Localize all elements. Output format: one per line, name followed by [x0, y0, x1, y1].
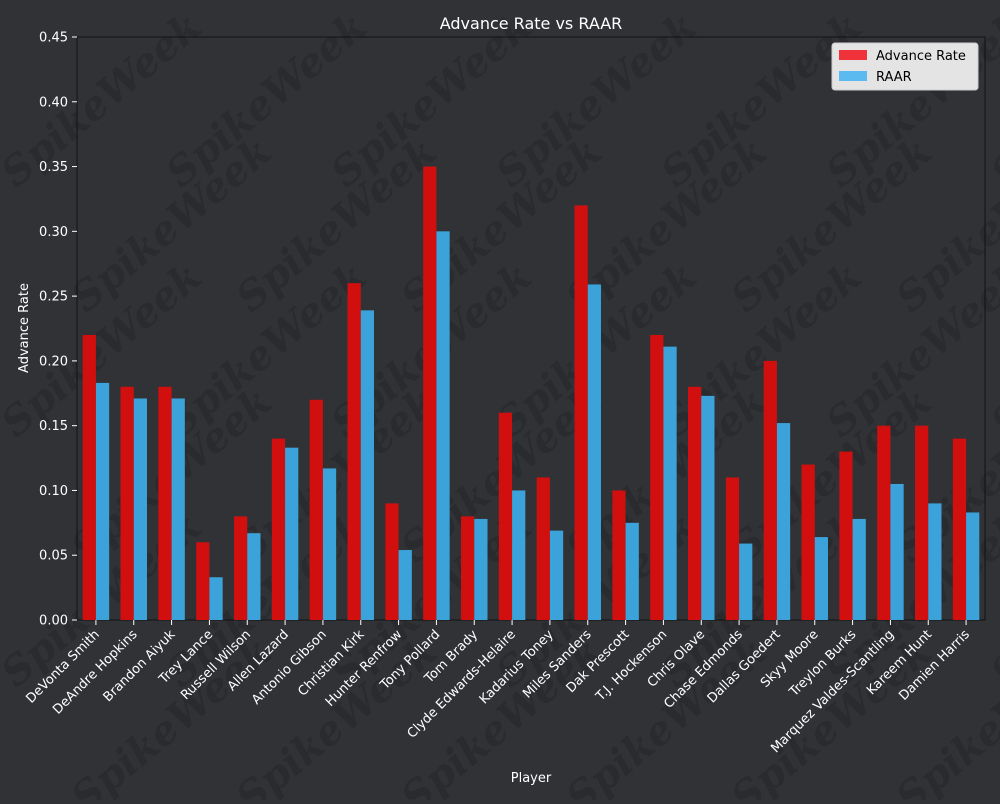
- bar-raar-kareem-hunt: [928, 503, 942, 620]
- plot-area: [76, 36, 986, 621]
- bar-advance-rate-chris-olave: [688, 386, 702, 620]
- bar-raar-t-j-hockenson: [663, 346, 677, 620]
- y-axis: 0.00 0.05 0.10 0.15 0.20 0.25 0.30 0.35 0.40 0.45: [39, 31, 77, 629]
- legend-swatch-raar: [839, 71, 867, 81]
- bar-raar-dak-prescott: [625, 522, 639, 620]
- bar-raar-brandon-aiyuk: [171, 398, 185, 620]
- bar-raar-chase-edmonds: [739, 543, 753, 620]
- bar-advance-rate-skyy-moore: [801, 464, 815, 620]
- y-tick-label: 0.35: [39, 160, 68, 175]
- bar-advance-rate-t-j-hockenson: [650, 334, 664, 620]
- y-tick-label: 0.20: [39, 354, 68, 369]
- bar-advance-rate-brandon-aiyuk: [158, 386, 172, 620]
- bar-advance-rate-treylon-burks: [839, 451, 853, 620]
- bar-advance-rate-russell-wilson: [234, 516, 248, 620]
- bar-advance-rate-tom-brady: [461, 516, 475, 620]
- bar-raar-tom-brady: [474, 518, 488, 620]
- bar-raar-treylon-burks: [852, 518, 866, 620]
- y-tick-label: 0.10: [39, 484, 68, 499]
- bar-raar-marquez-valdes-scantling: [890, 483, 904, 620]
- bar-advance-rate-marquez-valdes-scantling: [877, 425, 891, 620]
- x-axis-label: Player: [511, 771, 552, 786]
- y-tick-label: 0.05: [39, 549, 68, 564]
- bar-raar-allen-lazard: [285, 447, 299, 620]
- bar-raar-tony-pollard: [436, 231, 450, 621]
- bars-layer: [82, 166, 980, 621]
- bar-raar-deandre-hopkins: [133, 398, 147, 620]
- bar-raar-miles-sanders: [587, 284, 601, 620]
- bar-raar-kadarius-toney: [549, 530, 564, 620]
- y-tick-label: 0.25: [39, 290, 68, 305]
- bar-raar-russell-wilson: [247, 533, 261, 620]
- bar-advance-rate-damien-harris: [952, 438, 967, 620]
- bar-raar-christian-kirk: [360, 310, 374, 620]
- bar-advance-rate-kareem-hunt: [915, 425, 929, 620]
- y-tick-label: 0.00: [39, 614, 68, 629]
- bar-raar-hunter-renfrow: [398, 550, 412, 620]
- bar-raar-chris-olave: [701, 395, 715, 620]
- y-tick-label: 0.30: [39, 225, 68, 240]
- bar-advance-rate-miles-sanders: [574, 205, 588, 620]
- bar-raar-dallas-goedert: [776, 423, 791, 620]
- chart-title: Advance Rate vs RAAR: [440, 14, 623, 33]
- bar-raar-antonio-gibson: [322, 468, 337, 620]
- bar-advance-rate-deandre-hopkins: [120, 386, 134, 620]
- y-tick-label: 0.15: [39, 419, 68, 434]
- legend-label-advance-rate: Advance Rate: [876, 49, 966, 64]
- y-tick-label: 0.45: [39, 31, 68, 46]
- bar-raar-damien-harris: [966, 512, 980, 620]
- legend: Advance Rate RAAR: [831, 42, 979, 91]
- bar-raar-trey-lance: [209, 577, 223, 620]
- bar-advance-rate-kadarius-toney: [536, 477, 550, 620]
- bar-advance-rate-christian-kirk: [347, 283, 361, 620]
- bar-advance-rate-antonio-gibson: [309, 399, 323, 620]
- y-tick-label: 0.40: [39, 95, 68, 110]
- bar-advance-rate-chase-edmonds: [725, 477, 740, 620]
- legend-box: [831, 42, 979, 91]
- y-axis-label: Advance Rate: [17, 283, 32, 373]
- bar-raar-devonta-smith: [95, 382, 110, 620]
- bar-raar-skyy-moore: [814, 537, 828, 620]
- bar-advance-rate-clyde-edwards-helaire: [498, 412, 513, 620]
- bar-advance-rate-dak-prescott: [612, 490, 626, 620]
- bar-advance-rate-devonta-smith: [82, 334, 96, 620]
- bar-advance-rate-tony-pollard: [423, 166, 437, 621]
- bar-advance-rate-dallas-goedert: [763, 360, 777, 620]
- bar-advance-rate-trey-lance: [196, 542, 210, 620]
- bar-advance-rate-hunter-renfrow: [385, 503, 399, 620]
- legend-label-raar: RAAR: [876, 70, 912, 85]
- bar-raar-clyde-edwards-helaire: [512, 490, 526, 620]
- legend-swatch-advance-rate: [839, 50, 867, 60]
- bar-advance-rate-allen-lazard: [271, 438, 286, 620]
